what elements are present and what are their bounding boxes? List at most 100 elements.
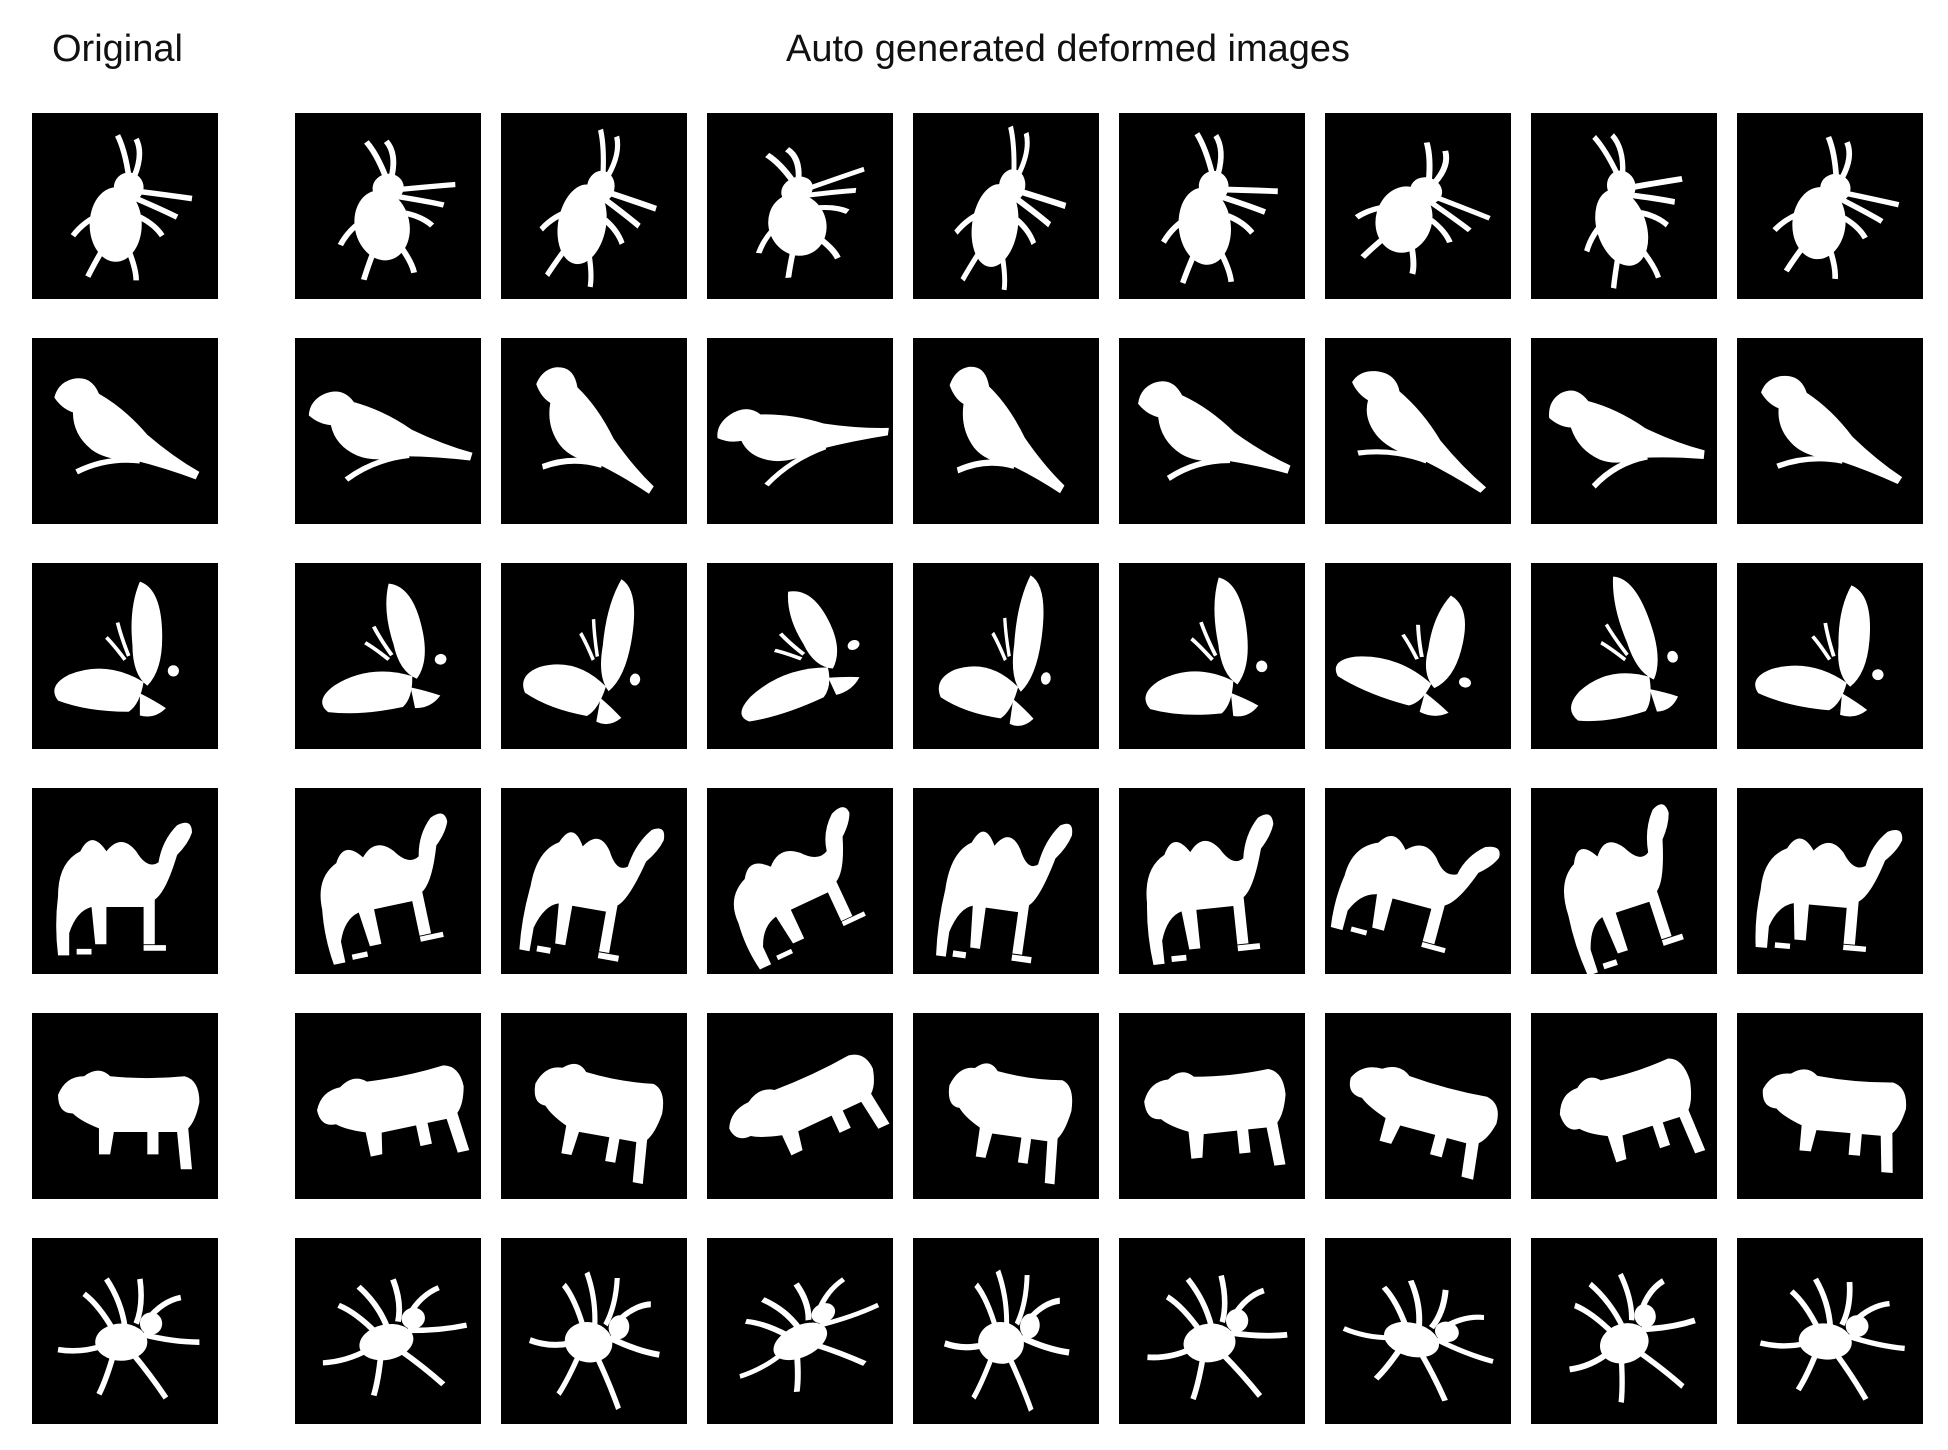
deformed-camel-image — [295, 788, 481, 974]
deformed-beetle-image — [1737, 113, 1923, 299]
deformed-lamb-image — [1325, 1013, 1511, 1199]
deformed-camel-image — [501, 788, 687, 974]
original-column-header: Original — [52, 28, 183, 70]
camel-silhouette — [1755, 830, 1903, 953]
bird-silhouette — [717, 409, 889, 487]
bird-silhouette — [54, 378, 200, 480]
deformed-camel-image — [1737, 788, 1923, 974]
butterfly-silhouette — [1145, 577, 1268, 717]
spider-silhouette — [1147, 1274, 1288, 1401]
deformed-lamb-image — [913, 1013, 1099, 1199]
deformed-columns-header: Auto generated deformed images — [786, 28, 1351, 70]
deformed-spider-image — [1325, 1238, 1511, 1424]
deformed-camel-image — [913, 788, 1099, 974]
original-beetle-image — [32, 113, 218, 299]
original-spider-image — [32, 1238, 218, 1424]
deformed-bird-image — [1737, 338, 1923, 524]
beetle-silhouette — [755, 147, 865, 278]
deformed-bird-image — [1325, 338, 1511, 524]
deformed-beetle-image — [1325, 113, 1511, 299]
deformed-beetle-image — [295, 113, 481, 299]
butterfly-silhouette — [322, 583, 447, 714]
butterfly-silhouette — [523, 579, 641, 725]
deformed-lamb-image — [295, 1013, 481, 1199]
lamb-silhouette — [948, 1063, 1073, 1185]
deformed-bird-image — [707, 338, 893, 524]
deformed-bird-image — [913, 338, 1099, 524]
spider-silhouette — [322, 1278, 468, 1397]
butterfly-silhouette — [1571, 576, 1679, 722]
original-lamb-image — [32, 1013, 218, 1199]
original-camel-image — [32, 788, 218, 974]
beetle-silhouette — [1354, 142, 1491, 275]
bird-silhouette — [1761, 375, 1903, 485]
spider-silhouette — [1342, 1279, 1494, 1402]
deformed-butterfly-image — [707, 563, 893, 749]
deformed-bird-image — [1119, 338, 1305, 524]
lamb-silhouette — [1762, 1069, 1907, 1174]
deformed-lamb-image — [501, 1013, 687, 1199]
butterfly-silhouette — [938, 575, 1051, 726]
spider-silhouette — [943, 1269, 1070, 1412]
lamb-silhouette — [317, 1065, 470, 1157]
deformed-spider-image — [1737, 1238, 1923, 1424]
deformed-butterfly-image — [501, 563, 687, 749]
camel-silhouette — [1564, 804, 1684, 974]
bird-silhouette — [1138, 381, 1291, 481]
butterfly-silhouette — [741, 591, 860, 722]
lamb-silhouette — [1144, 1068, 1286, 1166]
deformed-lamb-image — [707, 1013, 893, 1199]
spider-silhouette — [57, 1277, 200, 1400]
camel-silhouette — [1146, 814, 1274, 965]
lamb-silhouette — [534, 1063, 664, 1184]
deformed-camel-image — [1325, 788, 1511, 974]
deformed-bird-image — [501, 338, 687, 524]
deformed-butterfly-image — [1737, 563, 1923, 749]
bird-silhouette — [308, 391, 473, 482]
lamb-silhouette — [729, 1054, 890, 1156]
lamb-silhouette — [1349, 1067, 1498, 1180]
original-bird-image — [32, 338, 218, 524]
beetle-silhouette — [337, 139, 456, 281]
lamb-silhouette — [1559, 1058, 1706, 1163]
deformed-spider-image — [913, 1238, 1099, 1424]
deformed-beetle-image — [1119, 113, 1305, 299]
camel-silhouette — [733, 807, 866, 970]
deformed-lamb-image — [1737, 1013, 1923, 1199]
deformed-butterfly-image — [1531, 563, 1717, 749]
beetle-silhouette — [1584, 133, 1683, 289]
bird-silhouette — [536, 367, 654, 494]
butterfly-silhouette — [1335, 595, 1471, 716]
deformed-camel-image — [1531, 788, 1717, 974]
deformed-camel-image — [707, 788, 893, 974]
deformed-butterfly-image — [913, 563, 1099, 749]
camel-silhouette — [320, 813, 448, 965]
deformed-butterfly-image — [1119, 563, 1305, 749]
deformed-spider-image — [1531, 1238, 1717, 1424]
spider-silhouette — [1759, 1277, 1905, 1401]
camel-silhouette — [56, 822, 192, 956]
beetle-silhouette — [70, 134, 193, 281]
deformed-lamb-image — [1119, 1013, 1305, 1199]
deformed-bird-image — [1531, 338, 1717, 524]
deformed-beetle-image — [501, 113, 687, 299]
deformed-spider-image — [707, 1238, 893, 1424]
deformed-spider-image — [295, 1238, 481, 1424]
butterfly-silhouette — [54, 581, 179, 717]
bird-silhouette — [1549, 390, 1705, 489]
deformed-spider-image — [1119, 1238, 1305, 1424]
deformed-lamb-image — [1531, 1013, 1717, 1199]
lamb-silhouette — [58, 1070, 200, 1170]
bird-silhouette — [949, 366, 1065, 494]
deformed-butterfly-image — [1325, 563, 1511, 749]
deformed-camel-image — [1119, 788, 1305, 974]
deformed-spider-image — [501, 1238, 687, 1424]
camel-silhouette — [936, 823, 1073, 964]
deformed-beetle-image — [913, 113, 1099, 299]
spider-silhouette — [739, 1277, 880, 1393]
beetle-silhouette — [1772, 136, 1900, 280]
original-butterfly-image — [32, 563, 218, 749]
spider-silhouette — [1569, 1272, 1696, 1403]
beetle-silhouette — [954, 125, 1067, 291]
deformed-beetle-image — [707, 113, 893, 299]
